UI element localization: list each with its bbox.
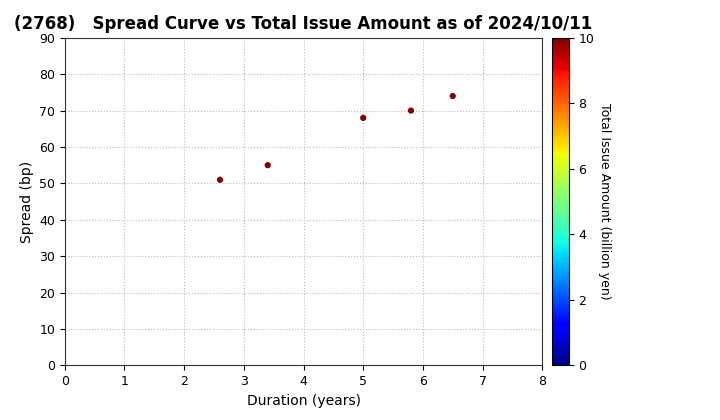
Point	[357, 115, 369, 121]
Title: (2768)   Spread Curve vs Total Issue Amount as of 2024/10/11: (2768) Spread Curve vs Total Issue Amoun…	[14, 16, 593, 34]
Point	[262, 162, 274, 168]
X-axis label: Duration (years): Duration (years)	[246, 394, 361, 408]
Y-axis label: Spread (bp): Spread (bp)	[19, 160, 34, 243]
Point	[405, 107, 417, 114]
Point	[215, 176, 226, 183]
Y-axis label: Total Issue Amount (billion yen): Total Issue Amount (billion yen)	[598, 103, 611, 300]
Point	[447, 93, 459, 100]
